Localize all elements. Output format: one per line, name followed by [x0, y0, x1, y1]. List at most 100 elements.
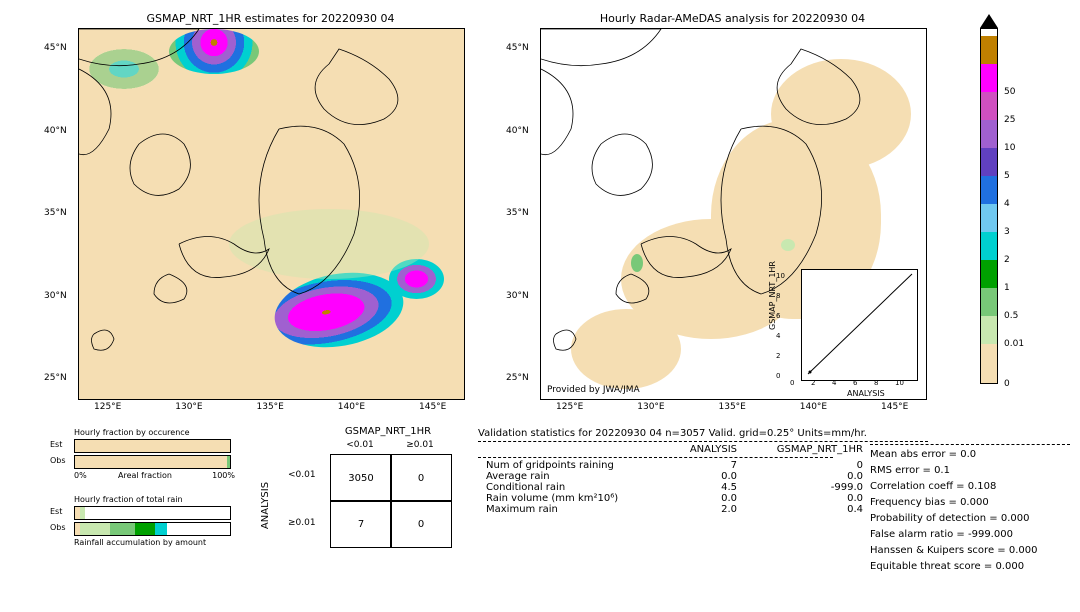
gsmap-map	[78, 28, 465, 400]
ct-col-title: GSMAP_NRT_1HR	[328, 426, 448, 437]
map-xtick: 125°E	[556, 402, 583, 412]
map-xtick: 140°E	[338, 402, 365, 412]
colorbar-label: 1	[1004, 283, 1010, 293]
axis-0pct: 0%	[74, 471, 87, 480]
accum-row: Obs	[50, 522, 235, 536]
val-a: 4.5	[659, 482, 745, 493]
stat-val: 0.000	[1009, 545, 1038, 556]
map-ytick: 35°N	[506, 208, 529, 218]
occ-label: Est	[50, 440, 62, 449]
scatter-ytick: 8	[776, 292, 780, 300]
provider-label: Provided by JWA/JMA	[547, 385, 640, 395]
map-xtick: 125°E	[94, 402, 121, 412]
stat-key: Mean abs error =	[870, 449, 957, 460]
val-b: 0.4	[745, 504, 871, 515]
val-colhdr: GSMAP_NRT_1HR	[745, 444, 871, 455]
occurrence-panel: Hourly fraction by occurence EstObs 0% A…	[50, 428, 235, 481]
map-xtick: 135°E	[257, 402, 284, 412]
val-b: 0.0	[745, 471, 871, 482]
gsmap-map-panel: GSMAP_NRT_1HR estimates for 20220930 04	[78, 28, 463, 398]
accum-seg	[110, 523, 135, 535]
map-ytick: 30°N	[506, 291, 529, 301]
occ-label: Obs	[50, 456, 66, 465]
validation-title: Validation statistics for 20220930 04 n=…	[478, 428, 928, 439]
val-label: Maximum rain	[478, 504, 659, 515]
colorbar-arrow	[980, 14, 998, 28]
colorbar-label: 5	[1004, 171, 1010, 181]
map-ytick: 25°N	[506, 373, 529, 383]
validation-stat: Mean abs error = 0.0	[870, 447, 1070, 463]
occ-bar	[74, 455, 231, 469]
map-ytick: 35°N	[44, 208, 67, 218]
scatter-svg	[802, 270, 917, 380]
validation-scores: Mean abs error = 0.0 RMS error = 0.1 Corre…	[870, 442, 1070, 575]
val-b: 0.0	[745, 493, 871, 504]
validation-row: Maximum rain2.00.4	[478, 504, 871, 515]
acc-bar	[74, 506, 231, 520]
scatter-xtick: 4	[832, 379, 836, 387]
validation-row: Average rain0.00.0	[478, 471, 871, 482]
validation-table: Validation statistics for 20220930 04 n=…	[478, 428, 928, 515]
scatter-plot	[801, 269, 918, 381]
colorbar-label: 2	[1004, 255, 1010, 265]
scatter-xtick: 6	[853, 379, 857, 387]
dash	[478, 457, 833, 458]
occ-bar	[74, 439, 231, 453]
accum-seg	[135, 523, 155, 535]
ct-rowhdr: ≥0.01	[288, 518, 316, 528]
stat-val: -999.000	[968, 529, 1013, 540]
scatter-xtick: 0	[790, 379, 794, 387]
coastline	[79, 29, 464, 399]
accum-panel: Hourly fraction of total rain Est Obs Rai…	[50, 495, 235, 547]
stat-key: False alarm ratio =	[870, 529, 965, 540]
val-label: Num of gridpoints raining	[478, 460, 659, 471]
stat-key: Hanssen & Kuipers score =	[870, 545, 1006, 556]
val-a: 2.0	[659, 504, 745, 515]
map-ytick: 40°N	[44, 126, 67, 136]
colorbar-label: 0.01	[1004, 339, 1024, 349]
scatter-ytick: 2	[776, 352, 780, 360]
acc-label: Est	[50, 507, 62, 516]
ct-row-title: ANALYSIS	[260, 482, 271, 529]
gsmap-map-title: GSMAP_NRT_1HR estimates for 20220930 04	[78, 12, 463, 25]
stat-val: 0.000	[1001, 513, 1030, 524]
map-xtick: 140°E	[800, 402, 827, 412]
scatter-ytick: 4	[776, 332, 780, 340]
map-ytick: 45°N	[506, 43, 529, 53]
acc-label: Obs	[50, 523, 66, 532]
accum-seg	[80, 523, 110, 535]
val-b: 0	[745, 460, 871, 471]
occurrence-title: Hourly fraction by occurence	[74, 428, 235, 437]
colorbar-label: 25	[1004, 115, 1015, 125]
stat-key: RMS error =	[870, 465, 931, 476]
ct-cell: 0	[390, 454, 452, 502]
map-xtick: 145°E	[419, 402, 446, 412]
validation-row: Rain volume (mm km²10⁶)0.00.0	[478, 493, 871, 504]
val-colhdr: ANALYSIS	[659, 444, 745, 455]
colorbar-label: 4	[1004, 199, 1010, 209]
scatter-ytick: 6	[776, 312, 780, 320]
map-xtick: 145°E	[881, 402, 908, 412]
axis-100pct: 100%	[212, 471, 235, 480]
ct-cell: 0	[390, 500, 452, 548]
map-ytick: 40°N	[506, 126, 529, 136]
map-xtick: 135°E	[719, 402, 746, 412]
acc-bar	[74, 522, 231, 536]
val-a: 0.0	[659, 471, 745, 482]
validation-stat: Hanssen & Kuipers score = 0.000	[870, 543, 1070, 559]
stat-val: 0.1	[934, 465, 950, 476]
stat-key: Frequency bias =	[870, 497, 957, 508]
val-a: 0.0	[659, 493, 745, 504]
validation-stat: Probability of detection = 0.000	[870, 511, 1070, 527]
validation-stat: Frequency bias = 0.000	[870, 495, 1070, 511]
stat-key: Correlation coeff =	[870, 481, 965, 492]
analysis-map: Provided by JWA/JMA	[540, 28, 927, 400]
colorbar-label: 0	[1004, 379, 1010, 389]
ct-cell: 3050	[330, 454, 392, 502]
accum-seg	[80, 507, 85, 519]
accum-footer: Rainfall accumulation by amount	[74, 538, 235, 547]
accum-title: Hourly fraction of total rain	[74, 495, 235, 504]
validation-stat: Equitable threat score = 0.000	[870, 559, 1070, 575]
accum-row: Est	[50, 506, 235, 520]
dash	[870, 444, 1070, 445]
